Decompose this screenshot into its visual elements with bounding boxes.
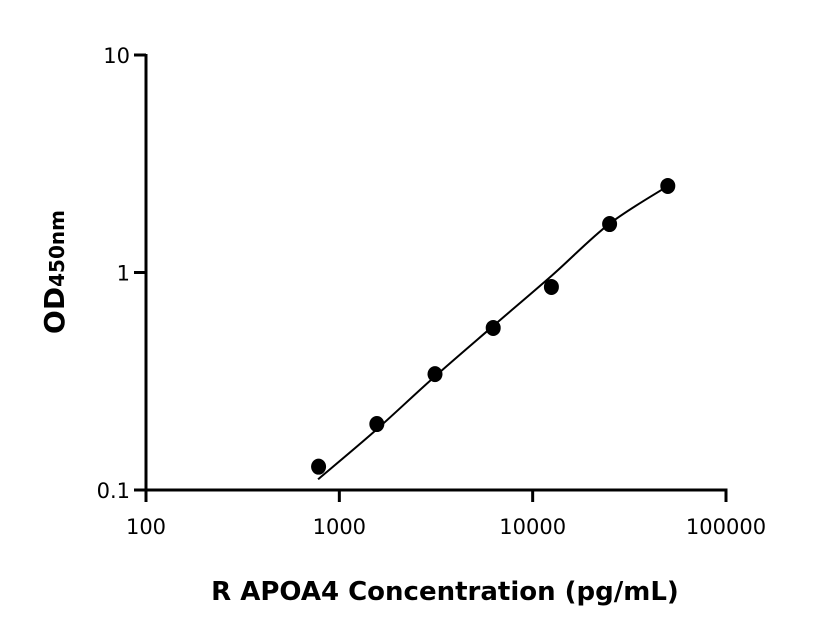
y-axis-label: OD450nm (38, 210, 71, 334)
x-tick-label: 100 (126, 515, 166, 539)
data-point (311, 458, 327, 475)
data-points (311, 177, 676, 475)
x-tick-label: 10000 (499, 515, 566, 539)
x-tick-label: 1000 (313, 515, 366, 539)
data-point (485, 319, 501, 336)
data-point (369, 416, 385, 433)
axes (144, 54, 728, 492)
data-point (602, 216, 618, 233)
y-tick-label: 1 (117, 262, 130, 286)
x-axis-label: R APOA4 Concentration (pg/mL) (211, 577, 679, 607)
y-axis-label-sub: 450nm (45, 210, 69, 287)
x-tick-label: 100000 (686, 515, 766, 539)
data-point (660, 177, 676, 194)
ticks: 100 1000 10000 100000 0.1 1 10 (97, 44, 766, 539)
data-point (427, 366, 443, 383)
data-point (543, 278, 559, 295)
y-tick-label: 10 (103, 44, 130, 68)
y-tick-label: 0.1 (97, 479, 130, 503)
y-axis-label-main: OD (38, 287, 71, 334)
